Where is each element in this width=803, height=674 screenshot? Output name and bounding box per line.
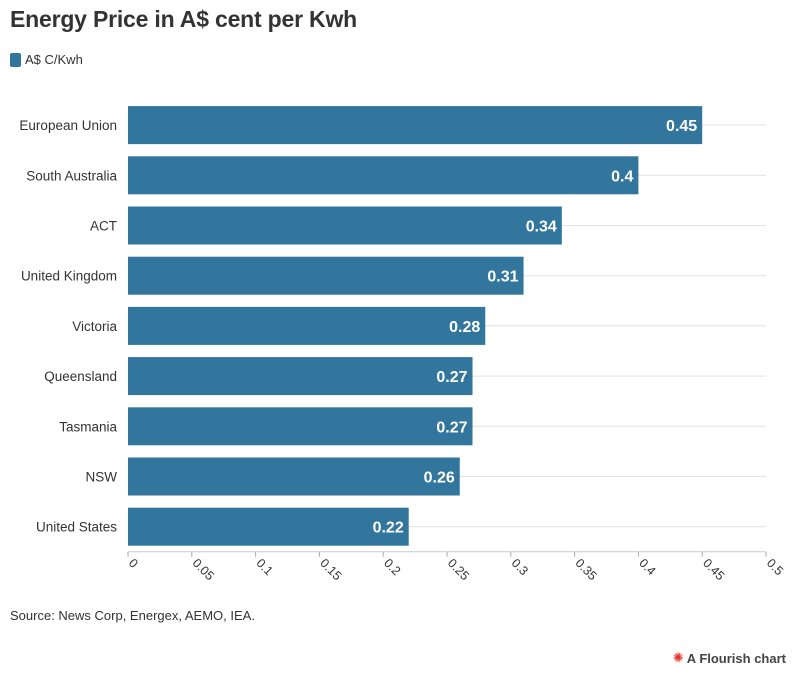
bar bbox=[128, 507, 409, 546]
x-tick-label: 0 bbox=[126, 556, 141, 571]
bar-value-label: 0.28 bbox=[449, 319, 480, 336]
bar-value-label: 0.4 bbox=[611, 168, 633, 185]
category-label: European Union bbox=[19, 118, 117, 133]
x-axis: 0 0.05 0.1 0.15 0.2 0.25 0.3 0.35 0.4 0.45 0.5 bbox=[126, 551, 786, 583]
legend-label: A$ C/Kwh bbox=[25, 52, 83, 67]
bar-value-label: 0.34 bbox=[526, 219, 557, 236]
credit-label: A Flourish chart bbox=[686, 650, 786, 666]
x-tick-label: 0.1 bbox=[253, 556, 275, 578]
category-axis: European Union South Australia ACT United K… bbox=[19, 118, 117, 535]
source-note: Source: News Corp, Energex, AEMO, IEA. bbox=[10, 608, 255, 623]
legend-swatch bbox=[10, 52, 21, 67]
category-label: United Kingdom bbox=[21, 269, 117, 284]
bar-value-label: 0.27 bbox=[436, 369, 467, 386]
x-tick-label: 0.15 bbox=[317, 556, 344, 583]
legend: A$ C/Kwh bbox=[10, 52, 83, 67]
x-tick-label: 0.2 bbox=[381, 556, 403, 578]
bar-value-label: 0.31 bbox=[487, 269, 518, 286]
bar bbox=[128, 306, 486, 345]
x-tick-label: 0.3 bbox=[509, 556, 531, 578]
bar-value-label: 0.45 bbox=[666, 118, 697, 135]
bar bbox=[128, 357, 473, 396]
category-label: Queensland bbox=[44, 369, 117, 384]
x-tick-label: 0.45 bbox=[700, 556, 727, 583]
bar bbox=[128, 256, 524, 295]
x-tick-label: 0.4 bbox=[636, 556, 658, 578]
bar-value-label: 0.22 bbox=[373, 520, 404, 537]
bar bbox=[128, 156, 639, 195]
x-tick-label: 0.05 bbox=[190, 556, 217, 583]
bar bbox=[128, 457, 460, 496]
chart-title: Energy Price in A$ cent per Kwh bbox=[10, 6, 357, 32]
category-label: Victoria bbox=[72, 319, 117, 334]
x-tick-label: 0.25 bbox=[445, 556, 472, 583]
x-tick-label: 0.5 bbox=[764, 556, 786, 578]
category-label: ACT bbox=[90, 219, 117, 234]
bar-value-label: 0.27 bbox=[436, 419, 467, 436]
bar bbox=[128, 206, 562, 245]
category-label: NSW bbox=[86, 470, 118, 485]
category-label: South Australia bbox=[26, 168, 117, 183]
bar bbox=[128, 407, 473, 446]
category-label: Tasmania bbox=[59, 419, 117, 434]
bar-value-label: 0.26 bbox=[424, 470, 455, 487]
bar-chart: 0.45 0.4 0.34 0.31 0.28 0.27 0.27 0.26 0.22 0 0.0… bbox=[19, 106, 786, 583]
x-tick-label: 0.35 bbox=[572, 556, 599, 583]
bar bbox=[128, 106, 703, 145]
flourish-logo-icon: ✺ bbox=[672, 650, 684, 665]
bar-layer: 0.45 0.4 0.34 0.31 0.28 0.27 0.27 0.26 0.22 bbox=[128, 106, 703, 546]
category-label: United States bbox=[36, 520, 117, 535]
flourish-credit[interactable]: ✺ A Flourish chart bbox=[673, 650, 786, 666]
